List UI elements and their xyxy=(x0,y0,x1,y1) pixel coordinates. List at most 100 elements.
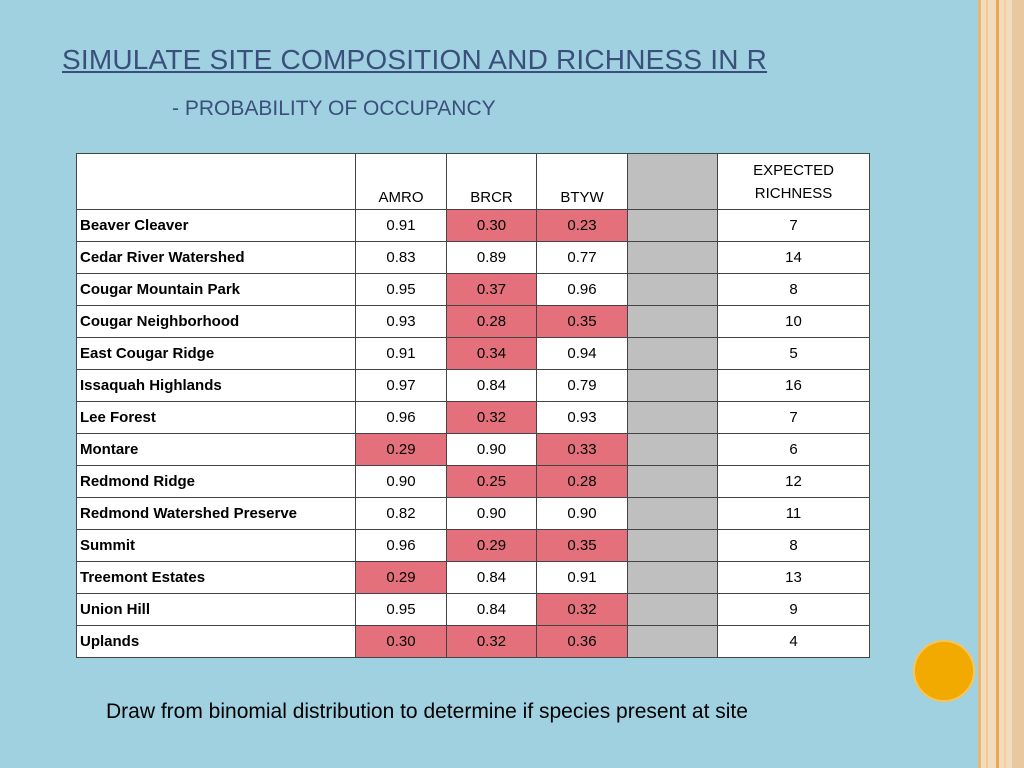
table-row: Cougar Mountain Park 0.95 0.37 0.96 8 xyxy=(76,273,870,306)
site-name-cell: East Cougar Ridge xyxy=(76,337,356,370)
table-row: Uplands 0.30 0.32 0.36 4 xyxy=(76,625,870,658)
stripe xyxy=(1012,0,1024,768)
table-row: Beaver Cleaver 0.91 0.30 0.23 7 xyxy=(76,209,870,242)
blank-cell xyxy=(627,497,718,530)
amro-probability-cell: 0.30 xyxy=(355,625,447,658)
header-richness-line2: RICHNESS xyxy=(754,184,833,202)
table-body: Beaver Cleaver 0.91 0.30 0.23 7 Cedar River W… xyxy=(76,209,870,658)
brcr-probability-cell: 0.84 xyxy=(446,593,537,626)
btyw-probability-cell: 0.90 xyxy=(536,497,628,530)
amro-probability-cell: 0.29 xyxy=(355,433,447,466)
site-name-cell: Redmond Watershed Preserve xyxy=(76,497,356,530)
table-row: Treemont Estates 0.29 0.84 0.91 13 xyxy=(76,561,870,594)
amro-probability-cell: 0.90 xyxy=(355,465,447,498)
header-blank xyxy=(627,153,718,210)
table-row: East Cougar Ridge 0.91 0.34 0.94 5 xyxy=(76,337,870,370)
stripe xyxy=(978,0,981,768)
brcr-probability-cell: 0.90 xyxy=(446,433,537,466)
occupancy-table: AMRO BRCR BTYW EXPECTED RICHNESS Beaver … xyxy=(76,153,870,658)
table-row: Montare 0.29 0.90 0.33 6 xyxy=(76,433,870,466)
site-name-cell: Summit xyxy=(76,529,356,562)
table-row: Redmond Ridge 0.90 0.25 0.28 12 xyxy=(76,465,870,498)
amro-probability-cell: 0.95 xyxy=(355,273,447,306)
table-header-row: AMRO BRCR BTYW EXPECTED RICHNESS xyxy=(76,153,870,210)
blank-cell xyxy=(627,273,718,306)
amro-probability-cell: 0.82 xyxy=(355,497,447,530)
blank-cell xyxy=(627,433,718,466)
brcr-probability-cell: 0.89 xyxy=(446,241,537,274)
header-btyw: BTYW xyxy=(536,153,628,210)
blank-cell xyxy=(627,305,718,338)
brcr-probability-cell: 0.34 xyxy=(446,337,537,370)
amro-probability-cell: 0.91 xyxy=(355,209,447,242)
blank-cell xyxy=(627,241,718,274)
blank-cell xyxy=(627,337,718,370)
expected-richness-cell: 11 xyxy=(717,497,870,530)
slide-title: SIMULATE SITE COMPOSITION AND RICHNESS I… xyxy=(62,44,768,75)
blank-cell xyxy=(627,529,718,562)
expected-richness-cell: 5 xyxy=(717,337,870,370)
expected-richness-cell: 6 xyxy=(717,433,870,466)
table-row: Lee Forest 0.96 0.32 0.93 7 xyxy=(76,401,870,434)
amro-probability-cell: 0.83 xyxy=(355,241,447,274)
site-name-cell: Beaver Cleaver xyxy=(76,209,356,242)
stripe xyxy=(986,0,988,768)
expected-richness-cell: 10 xyxy=(717,305,870,338)
btyw-probability-cell: 0.91 xyxy=(536,561,628,594)
btyw-probability-cell: 0.35 xyxy=(536,305,628,338)
expected-richness-cell: 8 xyxy=(717,529,870,562)
amro-probability-cell: 0.29 xyxy=(355,561,447,594)
blank-cell xyxy=(627,401,718,434)
expected-richness-cell: 8 xyxy=(717,273,870,306)
amro-probability-cell: 0.97 xyxy=(355,369,447,402)
btyw-probability-cell: 0.23 xyxy=(536,209,628,242)
expected-richness-cell: 14 xyxy=(717,241,870,274)
btyw-probability-cell: 0.32 xyxy=(536,593,628,626)
expected-richness-cell: 7 xyxy=(717,209,870,242)
btyw-probability-cell: 0.77 xyxy=(536,241,628,274)
expected-richness-cell: 13 xyxy=(717,561,870,594)
site-name-cell: Cedar River Watershed xyxy=(76,241,356,274)
table-row: Cougar Neighborhood 0.93 0.28 0.35 10 xyxy=(76,305,870,338)
brcr-probability-cell: 0.84 xyxy=(446,369,537,402)
btyw-probability-cell: 0.35 xyxy=(536,529,628,562)
table-row: Summit 0.96 0.29 0.35 8 xyxy=(76,529,870,562)
site-name-cell: Issaquah Highlands xyxy=(76,369,356,402)
amro-probability-cell: 0.96 xyxy=(355,401,447,434)
blank-cell xyxy=(627,209,718,242)
btyw-probability-cell: 0.33 xyxy=(536,433,628,466)
amro-probability-cell: 0.96 xyxy=(355,529,447,562)
header-brcr: BRCR xyxy=(446,153,537,210)
brcr-probability-cell: 0.84 xyxy=(446,561,537,594)
btyw-probability-cell: 0.96 xyxy=(536,273,628,306)
stripe xyxy=(1004,0,1006,768)
expected-richness-cell: 16 xyxy=(717,369,870,402)
accent-circle xyxy=(913,640,975,702)
brcr-probability-cell: 0.32 xyxy=(446,401,537,434)
brcr-probability-cell: 0.28 xyxy=(446,305,537,338)
expected-richness-cell: 12 xyxy=(717,465,870,498)
slide-subtitle: - PROBABILITY OF OCCUPANCY xyxy=(172,97,496,120)
table-row: Union Hill 0.95 0.84 0.32 9 xyxy=(76,593,870,626)
blank-cell xyxy=(627,465,718,498)
table-row: Redmond Watershed Preserve 0.82 0.90 0.90 11 xyxy=(76,497,870,530)
btyw-probability-cell: 0.93 xyxy=(536,401,628,434)
site-name-cell: Lee Forest xyxy=(76,401,356,434)
header-richness-line1: EXPECTED xyxy=(753,161,834,179)
table-row: Cedar River Watershed 0.83 0.89 0.77 14 xyxy=(76,241,870,274)
expected-richness-cell: 4 xyxy=(717,625,870,658)
amro-probability-cell: 0.93 xyxy=(355,305,447,338)
header-amro: AMRO xyxy=(355,153,447,210)
header-expected-richness: EXPECTED RICHNESS xyxy=(717,153,870,210)
header-site xyxy=(76,153,356,210)
brcr-probability-cell: 0.32 xyxy=(446,625,537,658)
brcr-probability-cell: 0.30 xyxy=(446,209,537,242)
brcr-probability-cell: 0.90 xyxy=(446,497,537,530)
decorative-stripes xyxy=(978,0,1024,768)
site-name-cell: Redmond Ridge xyxy=(76,465,356,498)
slide-caption: Draw from binomial distribution to deter… xyxy=(106,700,748,723)
blank-cell xyxy=(627,625,718,658)
site-name-cell: Uplands xyxy=(76,625,356,658)
stripe xyxy=(996,0,999,768)
brcr-probability-cell: 0.37 xyxy=(446,273,537,306)
